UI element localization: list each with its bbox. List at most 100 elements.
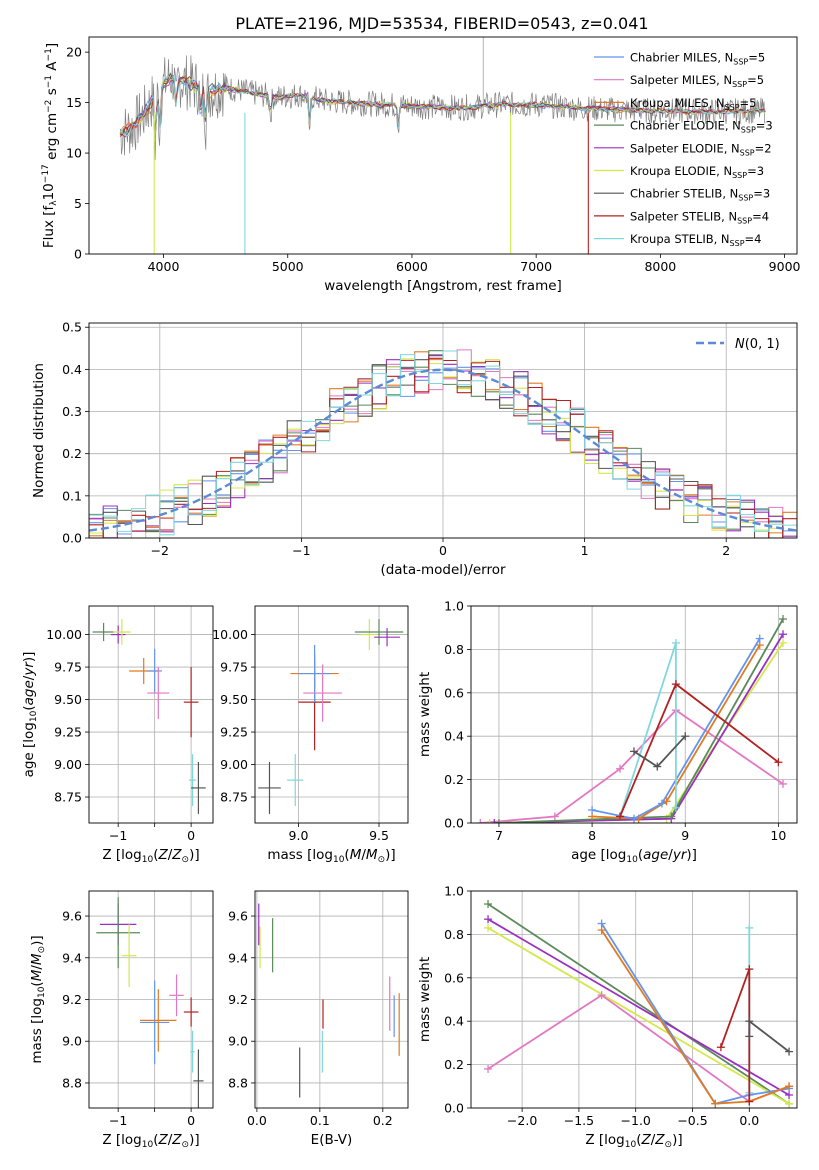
x-tick-label: −1 xyxy=(109,1113,127,1128)
y-tick-label: 9.2 xyxy=(62,992,82,1007)
plot-area xyxy=(476,615,788,823)
y-tick-label: 0.8 xyxy=(444,927,464,942)
y-tick-label: 9.00 xyxy=(220,757,248,772)
y-tick-label: 9.50 xyxy=(54,692,82,707)
legend-label: Chabrier STELIB, NSSP=3 xyxy=(630,187,770,203)
y-axis-label-part: mass weight xyxy=(417,957,433,1042)
legend-nssp: =3 xyxy=(753,187,770,201)
x-tick-label: −1.0 xyxy=(621,1113,651,1128)
weight-line xyxy=(591,638,761,820)
plot-area xyxy=(258,618,404,814)
x-axis-label-part: 10 xyxy=(626,855,638,865)
y-tick-label: 9.6 xyxy=(228,909,248,924)
x-axis-label-part: )] xyxy=(189,1132,200,1148)
y-axis-label-part: 10 xyxy=(29,710,39,722)
y-tick-label: 15 xyxy=(66,95,82,110)
x-axis-label-part: ⊙ xyxy=(665,1140,673,1150)
y-axis-label-part: Normed distribution xyxy=(31,363,47,498)
y-tick-label: 1.0 xyxy=(444,599,464,614)
legend-nssp: =4 xyxy=(745,232,762,246)
x-axis-label-part: Z [log xyxy=(102,847,141,863)
x-axis-label-part: / xyxy=(651,1132,656,1148)
plot-area xyxy=(484,900,794,1108)
x-axis-label-part: age xyxy=(643,847,668,863)
legend-label: Kroupa STELIB, NSSP=4 xyxy=(630,232,761,248)
y-tick-label: 8.75 xyxy=(54,790,82,805)
axes-frame xyxy=(470,605,798,824)
legend-series-name: Kroupa MILES, N xyxy=(630,96,725,110)
x-tick-label: 1 xyxy=(581,543,589,558)
legend-nssp: =3 xyxy=(747,164,764,178)
plot-area xyxy=(119,37,766,254)
legend-subscript: SSP xyxy=(732,171,747,180)
plot-area xyxy=(258,903,400,1098)
x-axis-label-part: yr xyxy=(672,847,688,863)
x-axis-label-part: Z xyxy=(157,1132,168,1148)
weight-line xyxy=(487,927,790,1105)
y-tick-label: 9.4 xyxy=(228,950,248,965)
x-tick-label: 0.0 xyxy=(247,1113,267,1128)
y-axis-label-part: M xyxy=(29,969,45,981)
legend-nssp: =5 xyxy=(748,51,765,65)
y-tick-label: 8.75 xyxy=(220,790,248,805)
legend-nssp: =4 xyxy=(752,209,769,223)
x-tick-label: 6000 xyxy=(396,259,428,274)
y-tick-label: 0.6 xyxy=(444,970,464,985)
model-spectrum xyxy=(120,74,766,141)
y-tick-label: 0.5 xyxy=(62,320,82,335)
x-axis-label-part: 10 xyxy=(333,855,345,865)
panel-weight-vs-Z: −2.0 −1.5 −1.0 −0.5 0.0 0.0 0.2 0.4 0.6 0.8 1.0 Z [… xyxy=(417,884,798,1150)
y-tick-label: 0.2 xyxy=(444,772,464,787)
weight-line xyxy=(600,929,790,1105)
y-tick-label: 0.0 xyxy=(62,531,82,546)
x-tick-label: 0.2 xyxy=(373,1113,393,1128)
x-tick-label: 0.0 xyxy=(739,1113,759,1128)
y-tick-label: 8.8 xyxy=(62,1075,82,1090)
x-tick-label: 9 xyxy=(681,828,689,843)
x-axis-label-part: Z [log xyxy=(102,1132,141,1148)
y-axis-label-part: erg cm xyxy=(44,113,60,164)
plot-area xyxy=(96,897,204,1108)
panel-mass-vs-ebv: 0.0 0.1 0.2 8.8 9.0 9.2 9.4 9.6 E(B-V) xyxy=(228,890,409,1148)
y-tick-label: 0.8 xyxy=(444,642,464,657)
x-axis-label-part: )] xyxy=(686,847,697,863)
x-tick-label: 0.1 xyxy=(310,1113,330,1128)
legend-nssp: =5 xyxy=(740,96,757,110)
x-tick-label: −1.5 xyxy=(564,1113,594,1128)
y-tick-label: 0.4 xyxy=(444,729,464,744)
y-axis-label: mass weight xyxy=(417,672,433,757)
y-axis-label-part: yr xyxy=(21,661,37,677)
x-axis-label-part: 10 xyxy=(625,1140,637,1150)
x-axis-label-part: Z [log xyxy=(585,1132,624,1148)
panel-residual-hist: −2 −1 0 1 2 0.0 0.1 0.2 0.3 0.4 0.5 (data-model)/er… xyxy=(31,320,798,578)
legend-series-name: Kroupa STELIB, N xyxy=(630,232,730,246)
y-tick-label: 9.6 xyxy=(62,909,82,924)
x-axis-label: E(B-V) xyxy=(311,1132,353,1148)
x-axis-label-part: Z xyxy=(171,1132,182,1148)
y-tick-label: 10.00 xyxy=(46,627,82,642)
x-axis-label: Z [log10(Z/Z⊙)] xyxy=(102,1132,199,1150)
legend-series-name: Chabrier MILES, N xyxy=(630,51,733,65)
x-tick-label: 9000 xyxy=(769,259,801,274)
weight-line xyxy=(487,918,790,1096)
y-tick-label: 0.0 xyxy=(444,1101,464,1116)
y-axis-label-part: ( xyxy=(29,981,45,986)
y-axis-label-part: A xyxy=(44,61,60,75)
legend-nssp: =5 xyxy=(747,73,764,87)
x-tick-label: 2 xyxy=(722,543,730,558)
y-axis-label-part: age [log xyxy=(21,722,37,777)
y-tick-label: 9.0 xyxy=(62,1034,82,1049)
legend-subscript: SSP xyxy=(740,148,755,157)
x-axis-label-part: )] xyxy=(385,847,396,863)
plot-area xyxy=(92,618,206,814)
x-tick-label: 0 xyxy=(187,1113,195,1128)
legend-subscript: SSP xyxy=(738,194,753,203)
y-tick-label: 9.75 xyxy=(220,660,248,675)
y-axis-label-part: λ xyxy=(49,200,59,206)
y-tick-label: 9.4 xyxy=(62,950,82,965)
legend-series-name: Chabrier STELIB, N xyxy=(630,187,738,201)
weight-line xyxy=(487,903,790,1105)
